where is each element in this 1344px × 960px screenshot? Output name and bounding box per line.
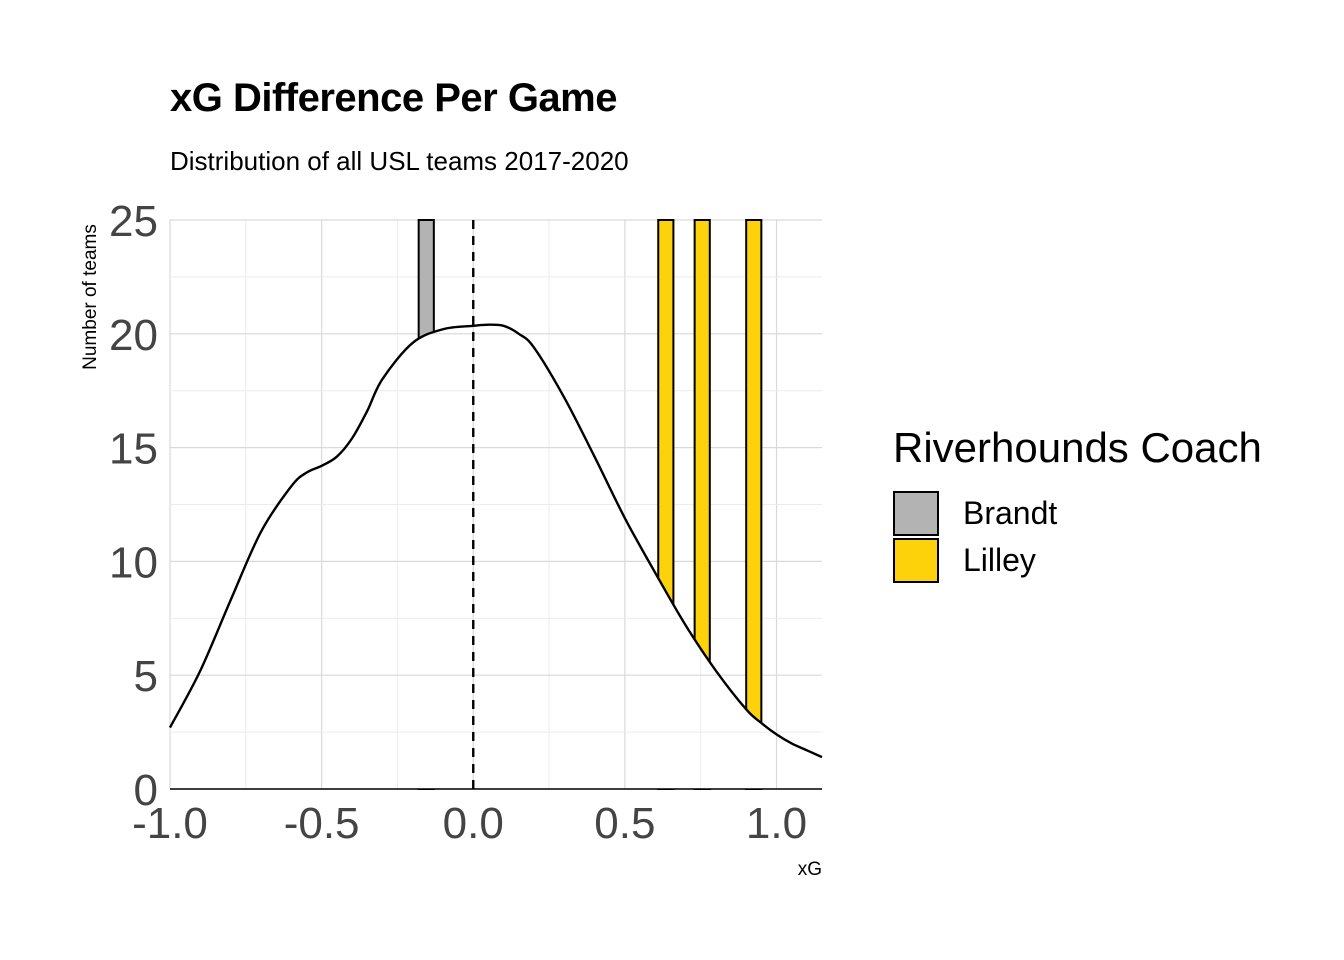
y-tick-label: 10 bbox=[109, 538, 158, 587]
x-tick-label: 0.5 bbox=[594, 799, 655, 848]
x-tick-label: -1.0 bbox=[132, 799, 208, 848]
y-tick-label: 25 bbox=[109, 197, 158, 246]
y-tick-label: 0 bbox=[134, 766, 158, 815]
density-curve bbox=[168, 323, 823, 759]
legend-item-brandt: Brandt bbox=[893, 490, 1262, 537]
density-area bbox=[170, 324, 822, 789]
x-tick-label: 0.0 bbox=[443, 799, 504, 848]
legend-item-lilley: Lilley bbox=[893, 537, 1262, 584]
y-tick-label: 20 bbox=[109, 311, 158, 360]
legend-label-lilley: Lilley bbox=[963, 542, 1036, 578]
y-tick-label: 5 bbox=[134, 652, 158, 701]
legend-swatch-lilley bbox=[893, 537, 939, 583]
legend-label-brandt: Brandt bbox=[963, 495, 1058, 531]
chart-title: xG Difference Per Game bbox=[170, 76, 618, 120]
legend: Riverhounds Coach Brandt Lilley bbox=[893, 424, 1262, 584]
y-axis-label: Number of teams bbox=[80, 224, 101, 370]
legend-swatch-brandt bbox=[893, 491, 939, 536]
bar-lilley bbox=[745, 219, 763, 790]
y-tick-label: 15 bbox=[109, 425, 158, 474]
legend-title: Riverhounds Coach bbox=[893, 424, 1262, 471]
x-tick-label: 1.0 bbox=[746, 799, 807, 848]
x-axis-label: xG bbox=[798, 859, 822, 880]
chart-subtitle: Distribution of all USL teams 2017-2020 bbox=[170, 146, 629, 176]
x-tick-label: -0.5 bbox=[284, 799, 360, 848]
axes: -1.0 -0.5 0.0 0.5 1.0 0 5 10 15 20 25 bbox=[109, 197, 822, 848]
